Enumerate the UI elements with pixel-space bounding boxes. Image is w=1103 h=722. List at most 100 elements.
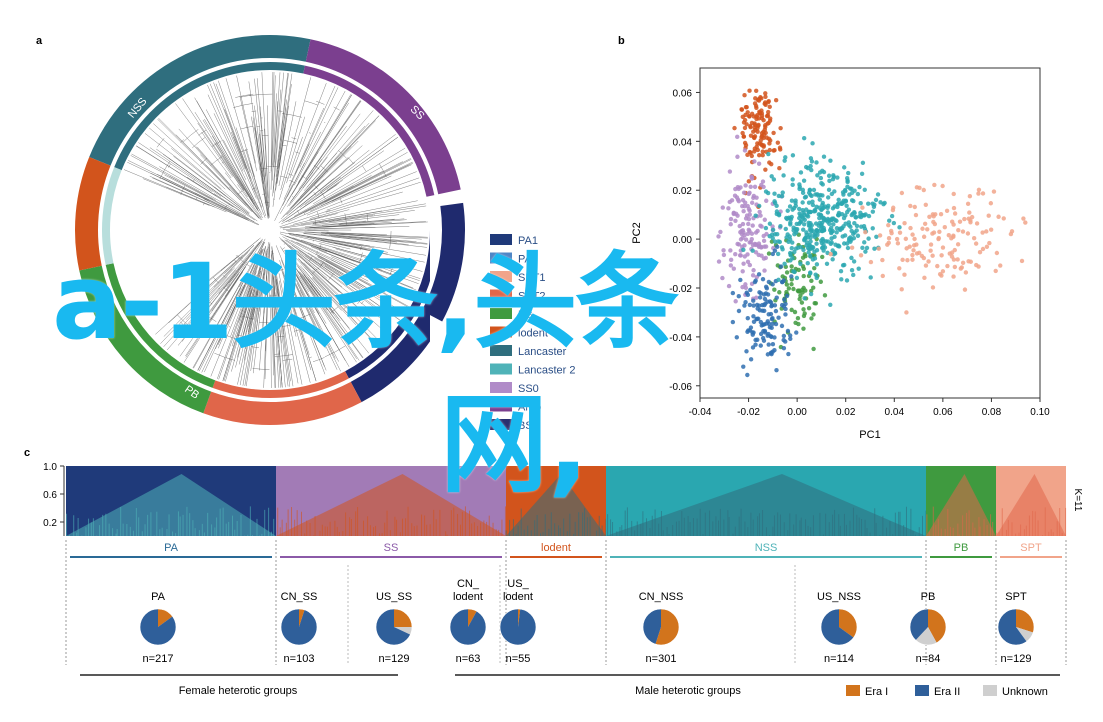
ring-inner-light xyxy=(102,167,122,265)
scatter-point xyxy=(739,228,744,234)
scatter-point xyxy=(797,211,802,216)
scatter-point xyxy=(810,141,815,146)
scatter-point xyxy=(789,282,794,287)
x-axis-label: PC1 xyxy=(859,429,880,441)
scatter-point xyxy=(775,251,781,257)
scatter-point xyxy=(866,201,871,206)
scatter-point xyxy=(764,321,769,326)
pie-slice xyxy=(820,609,854,645)
scatter-point xyxy=(962,216,967,222)
scatter-point xyxy=(743,142,749,148)
scatter-point xyxy=(988,201,994,206)
scatter-point xyxy=(766,312,771,317)
scatter-point xyxy=(935,263,940,269)
scatter-point xyxy=(770,321,775,327)
scatter-point xyxy=(802,296,807,301)
y-tick-label: 0.00 xyxy=(673,235,693,246)
scatter-point xyxy=(805,261,810,266)
scatter-point xyxy=(889,213,895,219)
scatter-point xyxy=(815,173,820,178)
scatter-point xyxy=(763,102,768,107)
scatter-point xyxy=(860,160,866,165)
pie-slice xyxy=(449,609,486,645)
scatter-point xyxy=(899,190,905,196)
scatter-point xyxy=(980,191,986,196)
pie-slice xyxy=(655,609,679,645)
scatter-point xyxy=(720,205,725,210)
group-header: lodent xyxy=(541,542,571,554)
scatter-point xyxy=(841,215,847,221)
scatter-point xyxy=(772,303,778,308)
scatter-point xyxy=(809,159,815,164)
scatter-point xyxy=(797,184,803,190)
scatter-point xyxy=(830,257,835,262)
scatter-point xyxy=(947,251,952,256)
era-legend-label: Unknown xyxy=(1002,686,1048,698)
scatter-point xyxy=(800,287,805,292)
scatter-point xyxy=(973,241,979,246)
scatter-point xyxy=(792,249,797,255)
scatter-point xyxy=(768,300,774,305)
pie-label: US_NSS xyxy=(817,591,861,603)
scatter-point xyxy=(849,268,855,273)
scatter-point xyxy=(747,190,752,195)
scatter-point xyxy=(857,184,862,190)
scatter-point xyxy=(788,222,793,227)
pie-count: n=129 xyxy=(1001,653,1032,665)
scatter-point xyxy=(743,282,748,287)
scatter-point xyxy=(969,214,975,220)
scatter-point xyxy=(743,237,749,242)
scatter-point xyxy=(976,191,981,196)
scatter-point xyxy=(923,202,929,208)
scatter-point xyxy=(809,316,814,321)
scatter-point xyxy=(742,232,747,238)
admixture-stripes xyxy=(607,506,927,536)
pie-count: n=55 xyxy=(506,653,531,665)
scatter-point xyxy=(769,325,774,331)
scatter-point xyxy=(798,261,803,266)
era-legend-swatch xyxy=(915,685,929,696)
scatter-point xyxy=(977,250,983,255)
scatter-point xyxy=(821,238,826,244)
scatter-point xyxy=(718,229,723,235)
scatter-point xyxy=(773,321,779,327)
scatter-point xyxy=(782,158,787,163)
scatter-point xyxy=(962,287,968,292)
ring-segment-nss xyxy=(89,35,311,166)
scatter-point xyxy=(829,240,834,245)
scatter-point xyxy=(860,213,866,218)
scatter-point xyxy=(810,257,816,262)
scatter-point xyxy=(766,120,771,126)
scatter-point xyxy=(741,247,746,252)
scatter-point xyxy=(783,226,788,232)
scatter-point xyxy=(838,269,844,274)
scatter-point xyxy=(745,203,750,209)
x-tick-label: -0.04 xyxy=(689,407,712,418)
scatter-point xyxy=(754,144,759,149)
scatter-point xyxy=(798,170,804,175)
scatter-point xyxy=(776,277,781,283)
ring-segment-pb xyxy=(79,265,212,414)
scatter-point xyxy=(778,223,783,229)
scatter-point xyxy=(778,147,783,152)
y-tick-label: 1.0 xyxy=(43,462,57,473)
scatter-point xyxy=(965,231,971,236)
ring-inner-nss xyxy=(114,62,305,171)
scatter-point xyxy=(746,227,751,233)
legend-swatch xyxy=(490,345,512,356)
scatter-point xyxy=(847,192,852,197)
scatter-point xyxy=(873,197,879,203)
scatter-point xyxy=(759,323,764,328)
scatter-point xyxy=(965,201,971,207)
scatter-point xyxy=(811,209,817,214)
pie-charts: PA n=217 CN_SS n=103 US_SS n=129 CN_lodent n=63… xyxy=(139,578,1035,665)
pie-label: CN_SS xyxy=(281,591,318,603)
scatter-point xyxy=(785,232,790,237)
scatter-point xyxy=(766,109,771,115)
pie-slice xyxy=(158,609,173,627)
scatter-point xyxy=(955,257,960,262)
admixture-stripes xyxy=(66,506,275,536)
scatter-point xyxy=(733,218,738,223)
scatter-point xyxy=(845,184,850,190)
era-legend-label: Era II xyxy=(934,686,960,698)
